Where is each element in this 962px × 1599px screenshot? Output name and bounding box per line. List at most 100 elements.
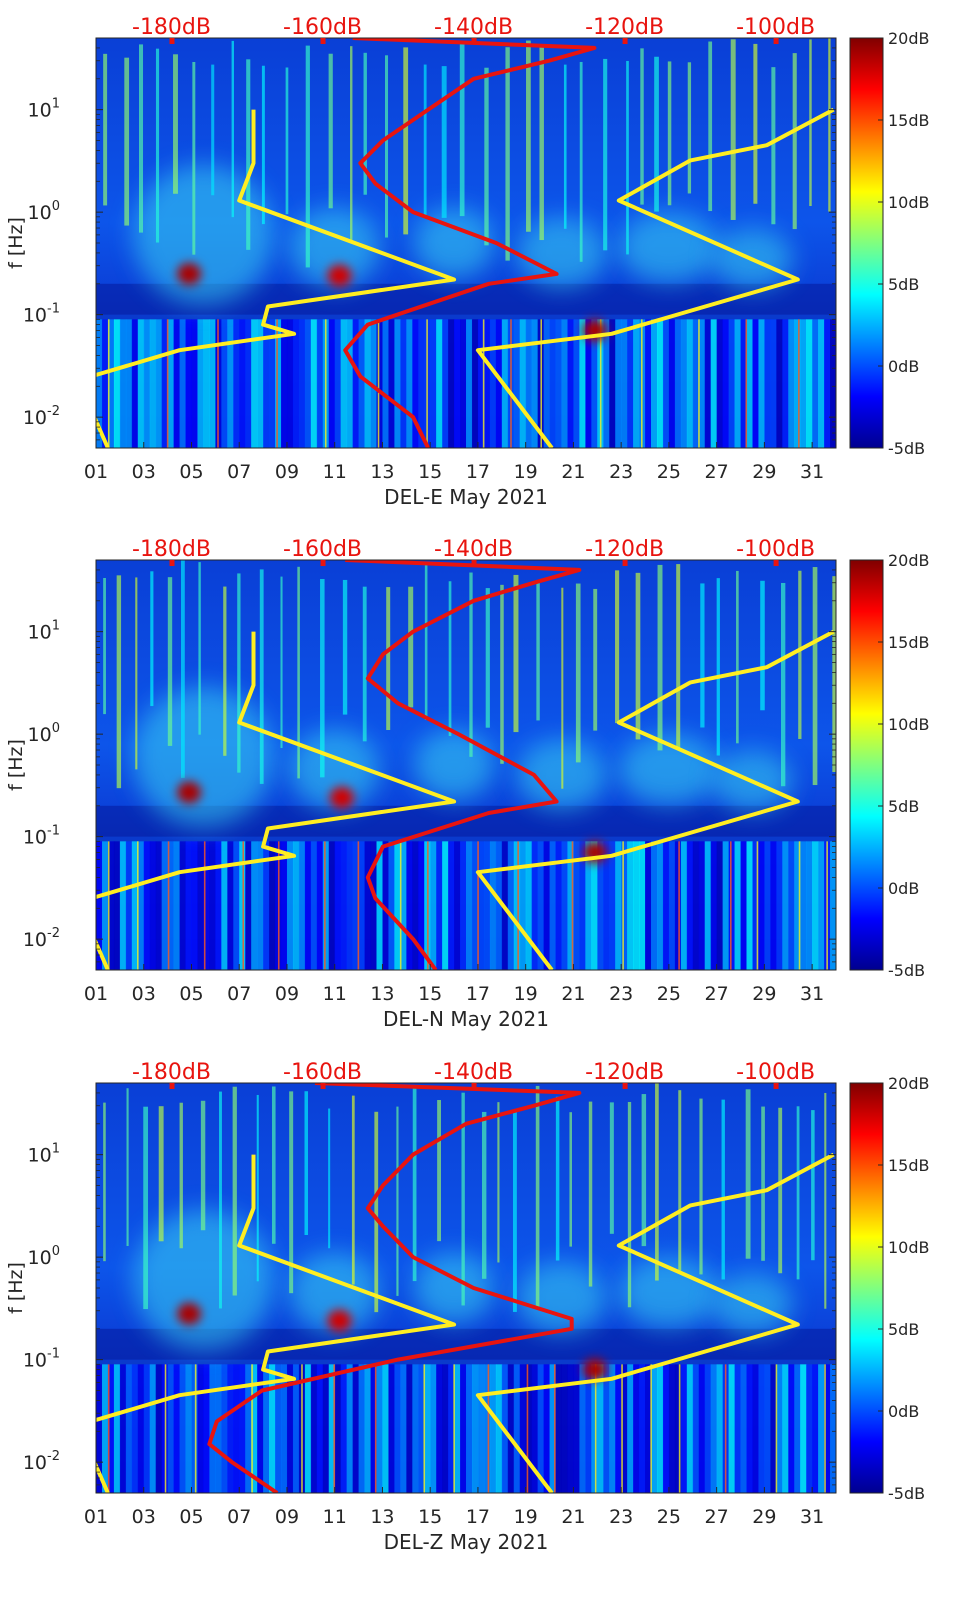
microseism-glow [414,208,495,278]
low-frequency-column [680,1364,688,1493]
low-frequency-column [239,1364,246,1493]
low-band-spike [540,319,543,448]
low-frequency-column [531,1364,539,1493]
low-frequency-column [561,1364,568,1493]
low-frequency-column [806,841,813,970]
colorbar-label: 0dB [888,357,919,376]
low-band-spike [826,841,828,970]
colorbar-label: -5dB [888,1484,925,1503]
low-frequency-column [143,319,151,448]
low-frequency-column [101,1364,109,1493]
low-frequency-column [322,841,330,970]
low-frequency-column [513,1364,521,1493]
event-streak [667,61,672,206]
low-frequency-column [382,319,389,448]
top-axis-db-tick [622,1083,628,1089]
low-band-spike [729,841,732,970]
noise-model-line [475,629,835,970]
low-band-spike [107,841,110,970]
y-tick-label: 101 [28,97,60,122]
microseism-glow [516,217,607,288]
event-streak [536,580,540,721]
x-tick-label: 23 [609,461,633,483]
low-frequency-column [394,841,401,970]
top-axis-db-label: -120dB [585,15,664,40]
spectrogram-plot-area [96,560,836,970]
low-frequency-column [704,841,712,970]
low-frequency-column [812,319,819,448]
event-streak [699,1098,703,1275]
low-frequency-column [430,841,437,970]
top-axis-db-tick [169,560,175,566]
low-frequency-column [197,1364,204,1493]
low-frequency-column [627,319,634,448]
low-frequency-column [782,1364,789,1493]
low-frequency-column [257,841,264,970]
low-frequency-column [752,319,759,448]
low-band-spike [526,1364,529,1493]
low-frequency-column [662,1364,670,1493]
low-frequency-column [340,1364,348,1493]
x-tick-label: 05 [179,461,203,483]
top-axis-db-label: -120dB [585,537,664,562]
low-band-spike [324,841,326,970]
low-frequency-column [818,1364,825,1493]
low-frequency-column [561,319,568,448]
low-frequency-column [585,841,592,970]
low-band-spike [724,1364,727,1493]
low-frequency-column [770,319,777,448]
low-frequency-column [448,841,455,970]
x-tick-label: 27 [705,461,729,483]
low-frequency-column [173,1364,181,1493]
colorbar-label: 15dB [888,633,930,652]
low-frequency-column [603,1364,610,1493]
low-frequency-column [615,1364,622,1493]
event-streak [219,1091,222,1309]
low-frequency-column [758,841,765,970]
event-streak [362,586,367,742]
low-frequency-column [263,319,270,448]
low-frequency-column [304,1364,312,1493]
event-streak [626,60,629,255]
event-streak [555,1096,560,1261]
event-streak [200,1100,206,1231]
x-tick-label: 11 [323,461,347,483]
event-streak [603,58,608,251]
low-frequency-column [442,1364,449,1493]
x-tick-label: 29 [752,1506,776,1528]
low-frequency-column [370,319,377,448]
low-frequency-column [101,319,109,448]
low-band-spike [798,319,800,448]
low-frequency-column [352,841,360,970]
low-frequency-column [830,841,836,970]
low-frequency-column [346,319,354,448]
event-streak [305,45,310,268]
low-frequency-column [794,841,801,970]
y-tick-exponent: 1 [52,619,60,634]
event-streak [579,61,583,262]
low-frequency-column [400,841,407,970]
low-frequency-column [513,319,521,448]
low-frequency-column [358,841,366,970]
colorbar-label: 0dB [888,1402,919,1421]
low-frequency-column [382,1364,389,1493]
low-band-spike [251,1364,253,1493]
low-frequency-column [418,319,425,448]
low-band-spike [107,319,110,448]
event-streak [481,1111,487,1279]
event-streak [179,1102,183,1249]
low-band-spike [301,1364,303,1493]
low-frequency-column [782,319,789,448]
low-frequency-column [710,1364,718,1493]
low-frequency-column [471,1364,479,1493]
low-frequency-column [746,319,753,448]
event-streak [167,577,173,746]
low-frequency-column [722,319,730,448]
low-frequency-column [412,841,419,970]
event-streak [232,1086,237,1296]
low-frequency-column [495,1364,503,1493]
low-frequency-column [764,1364,771,1493]
low-frequency-column [376,319,383,448]
low-frequency-column [692,841,700,970]
low-frequency-column [758,319,765,448]
